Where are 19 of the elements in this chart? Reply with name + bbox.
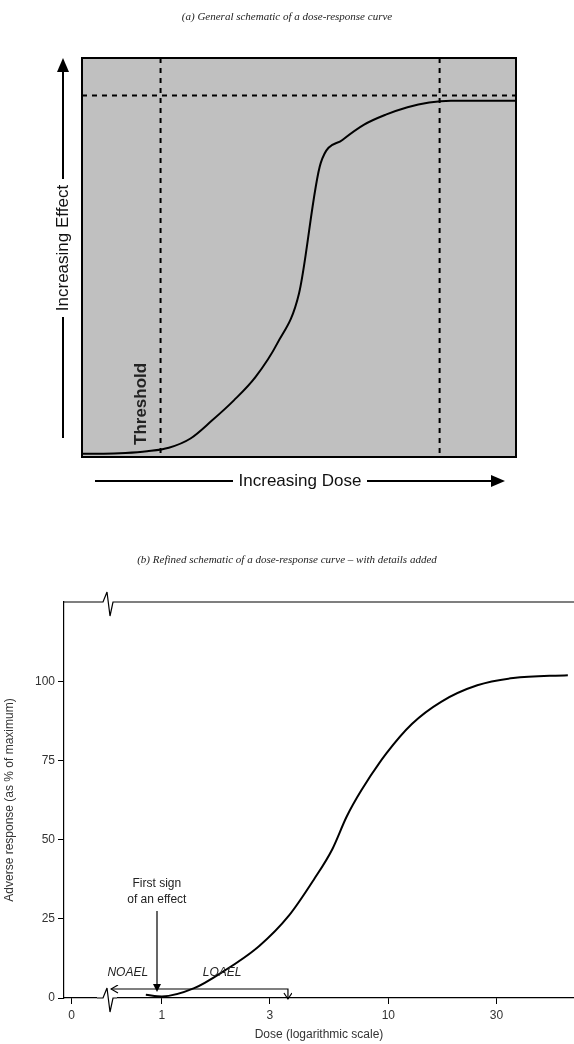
x-tick-label: 3 <box>266 1007 274 1022</box>
y-tick-label: 100 <box>34 673 56 688</box>
annotation: NOAEL <box>106 964 150 980</box>
y-tick-label: 25 <box>41 911 56 926</box>
x-tick-label: 10 <box>381 1007 396 1022</box>
y-tick-label: 50 <box>41 831 56 846</box>
y-axis-title: Increasing Effect <box>53 178 73 318</box>
chart-title: (b) Refined schematic of a dose-response curve – with details added <box>136 553 438 565</box>
chart-title: (a) General schematic of a dose-response curve <box>180 10 394 22</box>
y-tick-label: 0 <box>48 990 56 1005</box>
annotation: Threshold <box>130 362 150 445</box>
x-axis-title: Dose (logarithmic scale) <box>254 1027 384 1042</box>
y-tick-label: 75 <box>41 752 56 767</box>
y-axis-title: Adverse response (as % of maximum) <box>1 698 16 902</box>
annotation: First sign of an effect <box>126 875 188 908</box>
x-axis-title: Increasing Dose <box>232 471 368 491</box>
x-tick-label: 1 <box>158 1007 166 1022</box>
x-tick-label: 30 <box>489 1007 504 1022</box>
x-tick-label: 0 <box>68 1007 76 1022</box>
